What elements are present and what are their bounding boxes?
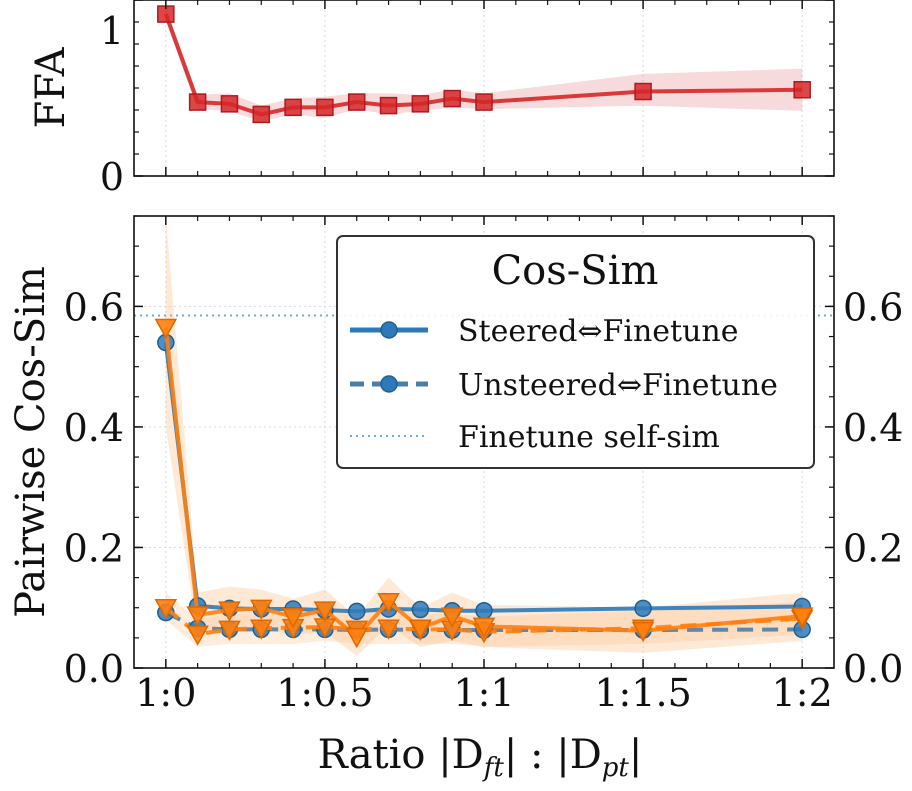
ffa-point-11: [634, 82, 652, 101]
ffa-point-9: [443, 89, 461, 108]
cos-sim-right-y-tick-labels: 0.0 0.2 0.4 0.6: [843, 285, 903, 691]
orange-steered-point-2: [218, 601, 241, 622]
orange-steered-point-9: [440, 607, 464, 628]
cos-sim-ticks: [134, 215, 834, 669]
orange-steered-point-5: [313, 601, 337, 622]
blue-steered-point-11: [634, 599, 652, 618]
cos-sim-right-ytick-label-0: 0.0: [843, 647, 903, 691]
xtick-label-1: 1:0.5: [276, 671, 373, 715]
ffa-point-3: [252, 105, 271, 124]
ffa-panel: 01 FFA: [28, 0, 835, 199]
legend-unsteered-marker-swatch: [380, 375, 398, 393]
ffa-point-7: [379, 96, 398, 115]
ffa-point-1: [188, 93, 207, 111]
ffa-point-5: [316, 98, 334, 117]
orange-steered-point-6: [345, 627, 369, 649]
x-axis-title-part-2: | : |D: [504, 732, 602, 778]
cos-sim-ytick-label-2: 0.4: [64, 406, 124, 450]
legend-self-sim-label: Finetune self-sim: [458, 420, 720, 455]
ffa-point-12: [793, 81, 811, 99]
orange-unsteered-point-7: [377, 619, 400, 640]
orange-steered-point-3: [249, 599, 273, 620]
cos-sim-ytick-label-1: 0.2: [64, 526, 124, 570]
orange-steered-point-12: [790, 607, 814, 628]
legend-unsteered-label: Unsteered⇔Finetune: [458, 368, 778, 403]
cos-sim-right-ytick-label-2: 0.4: [843, 406, 903, 450]
ffa-point-2: [220, 95, 239, 113]
x-axis-title-part-3: |: [629, 732, 642, 778]
legend-steered-label: Steered⇔Finetune: [458, 314, 739, 349]
ffa-point-4: [284, 98, 302, 117]
blue-steered-point-10: [475, 601, 493, 620]
ffa-ytick-label-1: 1: [100, 9, 124, 53]
orange-steered-point-11: [631, 621, 655, 643]
cos-sim-panel: 0.0 0.2 0.4 0.6 0.0 0.2 0.4 0.6 1:0 1:0.5 1:1 1:1…: [8, 215, 903, 783]
cos-sim-y-tick-labels: 0.0 0.2 0.4 0.6: [64, 285, 124, 691]
xtick-label-0: 1:0: [135, 671, 196, 715]
ffa-point-10: [475, 93, 493, 111]
x-axis-title-sub-2: pt: [602, 753, 630, 783]
cos-sim-right-ytick-label-1: 0.2: [843, 526, 903, 570]
ffa-point-6: [347, 93, 366, 111]
xtick-label-4: 1:2: [772, 671, 833, 715]
blue-steered-point-8: [411, 600, 430, 619]
orange-steered-point-1: [186, 606, 209, 627]
orange-steered-point-10: [472, 617, 496, 638]
cos-sim-series-layer: [154, 318, 814, 649]
ffa-series-layer: [157, 5, 811, 124]
orange-steered-point-8: [409, 619, 432, 640]
x-tick-labels: 1:0 1:0.5 1:1 1:1.5 1:2: [135, 671, 833, 715]
legend: Cos-Sim Steered⇔Finetune Unsteered⇔Finet…: [336, 235, 815, 469]
cos-sim-right-ytick-label-3: 0.6: [843, 285, 903, 329]
ffa-y-tick-labels: 01: [100, 9, 124, 199]
cos-sim-y-axis-title: Pairwise Cos-Sim: [8, 266, 54, 618]
ffa-point-8: [411, 95, 430, 113]
xtick-label-2: 1:1: [453, 671, 514, 715]
ffa-ticks: [134, 0, 834, 177]
xtick-label-3: 1:1.5: [594, 671, 691, 715]
orange-unsteered-point-0: [154, 598, 178, 620]
legend-title: Cos-Sim: [492, 248, 659, 294]
ffa-ytick-label-0: 0: [100, 155, 124, 199]
x-axis-title-sub-1: ft: [482, 753, 505, 783]
orange-steered-point-7: [377, 592, 400, 614]
legend-steered-marker-swatch: [380, 321, 398, 339]
orange-steered-point-0: [154, 318, 178, 340]
ffa-y-axis-title: FFA: [28, 46, 74, 128]
blue-steered-point-6: [347, 602, 366, 621]
cos-sim-ytick-label-3: 0.6: [64, 285, 124, 329]
orange-steered-point-4: [281, 608, 305, 629]
cos-sim-ytick-label-0: 0.0: [64, 647, 124, 691]
orange-unsteered-point-3: [249, 619, 273, 640]
x-axis-title-part-1: Ratio |D: [318, 732, 484, 778]
legend-box: [336, 235, 815, 469]
x-axis-title: Ratio |Dft| : |Dpt|: [318, 732, 643, 783]
